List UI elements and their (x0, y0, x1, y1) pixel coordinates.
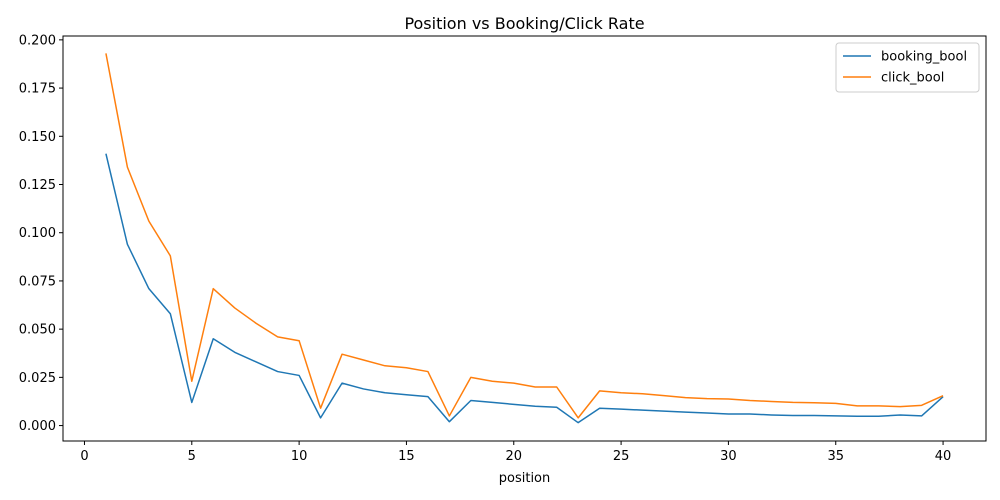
legend-label-click-bool: click_bool (881, 71, 944, 86)
x-tick-label: 35 (827, 449, 844, 464)
y-tick-label: 0.125 (19, 178, 56, 193)
x-tick-label: 15 (398, 449, 415, 464)
y-tick-label: 0.100 (19, 226, 56, 241)
x-axis-label: position (499, 471, 551, 486)
series-line-click-bool (105, 53, 944, 419)
legend-box (835, 42, 980, 93)
series-lines (105, 53, 944, 424)
x-tick-label: 5 (188, 449, 196, 464)
x-tick-label: 0 (80, 449, 88, 464)
x-tick-label: 40 (935, 449, 952, 464)
legend-label-booking-bool: booking_bool (881, 50, 967, 65)
x-tick-label: 30 (720, 449, 737, 464)
x-tick-label: 10 (291, 449, 308, 464)
y-tick-label: 0.200 (19, 33, 56, 48)
y-tick-label: 0.000 (19, 419, 56, 434)
x-axis-ticks: 0 5 10 15 20 25 30 35 40 (80, 441, 951, 464)
series-line-booking-bool (105, 153, 944, 424)
y-axis-ticks: 0.000 0.025 0.050 0.075 0.100 0.125 0.150 0.175… (19, 33, 63, 434)
y-tick-label: 0.025 (19, 371, 56, 386)
y-tick-label: 0.075 (19, 274, 56, 289)
y-tick-label: 0.150 (19, 130, 56, 145)
chart-title: Position vs Booking/Click Rate (404, 14, 644, 33)
y-tick-label: 0.175 (19, 82, 56, 97)
plot-area (62, 35, 987, 442)
y-tick-label: 0.050 (19, 323, 56, 338)
x-tick-label: 20 (505, 449, 522, 464)
x-tick-label: 25 (613, 449, 630, 464)
legend: booking_bool click_bool (835, 42, 980, 93)
